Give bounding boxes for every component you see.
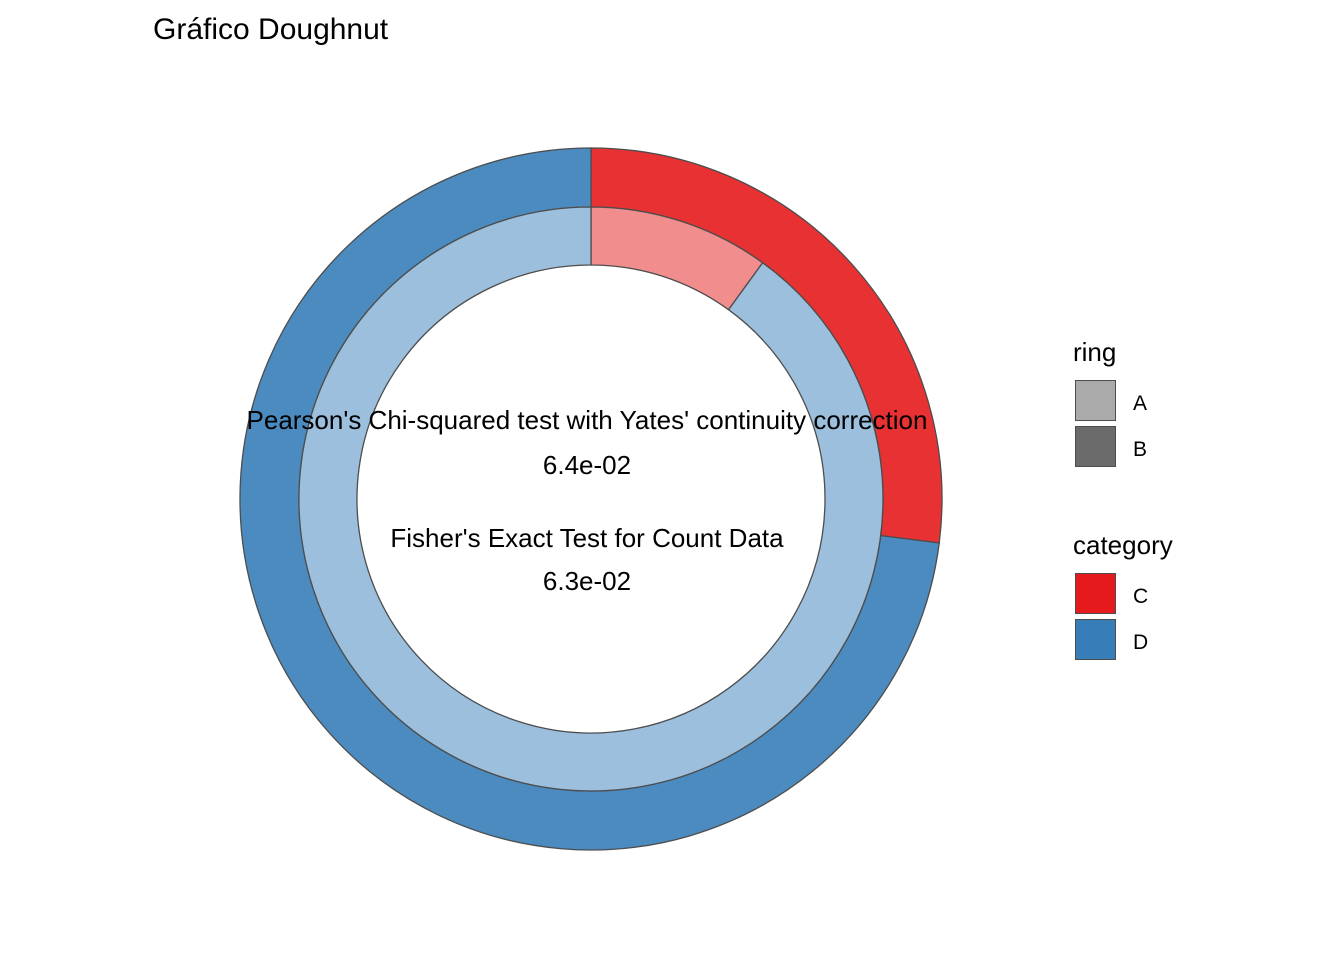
legend-key-ring-b xyxy=(1075,426,1116,467)
legend-key-ring-a xyxy=(1075,380,1116,421)
legend-key-category-c xyxy=(1075,573,1116,614)
pearson-test-value: 6.4e-02 xyxy=(542,450,632,480)
fisher-test-value: 6.3e-02 xyxy=(542,566,632,596)
legend-label-category-d: D xyxy=(1133,631,1149,654)
slice-ring-a-category-c xyxy=(590,147,943,544)
doughnut-slices xyxy=(239,147,943,851)
slice-ring-b-category-d xyxy=(298,206,884,792)
fisher-test-label: Fisher's Exact Test for Count Data xyxy=(390,523,784,553)
legend-label-ring-b: B xyxy=(1133,438,1148,461)
legend-title-category: category xyxy=(1073,530,1173,560)
legend-label-ring-a: A xyxy=(1133,392,1148,415)
pearson-test-label: Pearson's Chi-squared test with Yates' c… xyxy=(246,405,928,435)
legend-key-category-d xyxy=(1075,619,1116,660)
chart-title: Gráfico Doughnut xyxy=(153,13,389,46)
legend-title-ring: ring xyxy=(1073,337,1117,367)
legend-label-category-c: C xyxy=(1133,585,1149,608)
